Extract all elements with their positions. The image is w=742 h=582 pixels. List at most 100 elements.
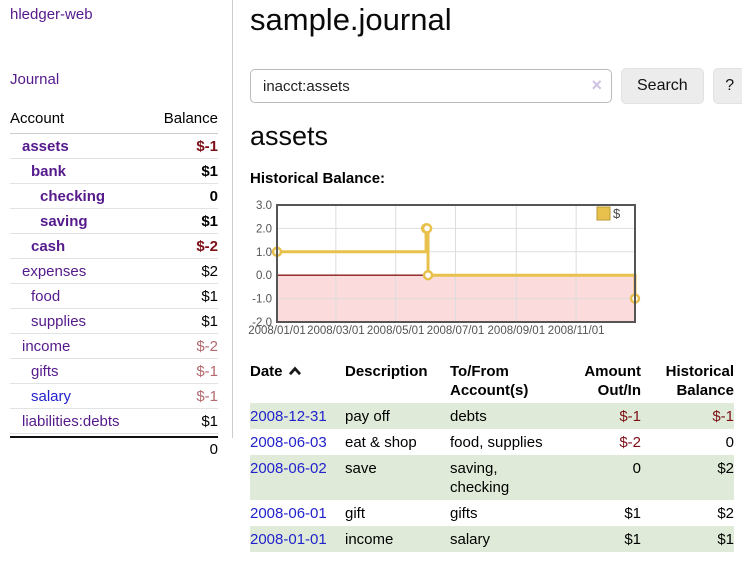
account-rows: assets $-1 bank $1 checking 0 saving $1 cash $-2 e… (10, 134, 218, 434)
page-title: sample.journal (250, 2, 452, 37)
register-date-cell: 2008-06-02 (250, 455, 345, 500)
svg-text:0.0: 0.0 (256, 270, 272, 282)
svg-text:$: $ (613, 206, 621, 221)
svg-text:2008/09/01: 2008/09/01 (488, 325, 546, 337)
register-row: 2008-06-01 gift gifts $1 $2 (250, 500, 734, 526)
register-account-name: food, supplies (450, 433, 543, 451)
search-input[interactable] (261, 76, 585, 96)
transaction-date-link[interactable]: 2008-06-03 (250, 433, 327, 451)
account-balance: $-1 (196, 137, 218, 155)
account-link[interactable]: bank (31, 162, 67, 180)
account-row: expenses $2 (10, 259, 218, 284)
sidebar: hledger-web Journal Account Balance asse… (0, 0, 233, 458)
register-table: Date Description To/From Account(s) Amoun… (250, 360, 734, 552)
svg-text:2.0: 2.0 (256, 223, 272, 235)
clear-search-icon[interactable]: × (591, 75, 602, 95)
account-link[interactable]: income (22, 337, 71, 355)
register-description-cell: eat & shop (345, 433, 417, 451)
svg-text:2008/03/01: 2008/03/01 (307, 325, 365, 337)
register-account-name: checking (450, 478, 510, 496)
svg-text:3.0: 3.0 (256, 200, 272, 212)
register-accounts-cell: debts (450, 403, 577, 429)
account-balance: $1 (201, 312, 218, 330)
search-input-wrap: × (250, 69, 612, 103)
account-link[interactable]: checking (40, 187, 106, 205)
account-balance: $-2 (196, 337, 218, 355)
account-balance: $1 (201, 412, 218, 430)
transaction-date-link[interactable]: 2008-06-02 (250, 459, 327, 477)
register-row: 2008-06-03 eat & shop food, supplies $-2 0 (250, 429, 734, 455)
register-row: 2008-06-02 save saving, checking 0 $2 (250, 455, 734, 500)
register-account-name: saving, (450, 459, 498, 477)
account-link[interactable]: salary (31, 387, 72, 405)
register-account-name: salary (450, 530, 491, 548)
svg-text:2008/05/01: 2008/05/01 (367, 325, 425, 337)
amount-header-label: Out/In (597, 382, 641, 399)
balance-header-label: Balance (676, 382, 734, 399)
register-amount-cell: $1 (577, 526, 641, 552)
register-rows: 2008-12-31 pay off debts $-1 $-1 2008-06-03 ea… (250, 403, 734, 552)
account-link[interactable]: cash (31, 237, 66, 255)
transaction-date-link[interactable]: 2008-12-31 (250, 407, 327, 425)
accounts-table: Account Balance assets $-1 bank $1 checking 0… (10, 106, 218, 461)
register-header-date[interactable]: Date (250, 360, 345, 403)
account-row: income $-2 (10, 334, 218, 359)
account-balance: $2 (201, 262, 218, 280)
register-row: 2008-12-31 pay off debts $-1 $-1 (250, 403, 734, 429)
account-balance: $1 (201, 287, 218, 305)
register-row: 2008-01-01 income salary $1 $1 (250, 526, 734, 552)
account-link[interactable]: expenses (22, 262, 87, 280)
register-balance-cell: $1 (641, 526, 734, 552)
account-row: food $1 (10, 284, 218, 309)
account-link[interactable]: liabilities:debts (22, 412, 120, 430)
date-header-label: Date (250, 363, 283, 380)
register-header-amount: Amount Out/In (577, 360, 641, 403)
chart-label: Historical Balance: (250, 170, 386, 187)
sidebar-item-journal[interactable]: Journal (10, 71, 60, 88)
register-balance-cell: 0 (725, 433, 734, 451)
account-row: bank $1 (10, 159, 218, 184)
account-balance: $-1 (196, 362, 218, 380)
account-column-header: Account (10, 110, 65, 127)
register-balance-cell: $-1 (641, 403, 734, 429)
account-link[interactable]: assets (22, 137, 69, 155)
register-balance-cell: $2 (717, 504, 734, 522)
register-account-name: gifts (450, 504, 478, 522)
search-button[interactable]: Search (621, 68, 704, 104)
search-form: × Search ? (250, 68, 742, 104)
account-row: salary $-1 (10, 384, 218, 409)
help-button[interactable]: ? (712, 68, 742, 104)
transaction-date-link[interactable]: 2008-06-01 (250, 504, 327, 522)
amount-header-label: Amount (584, 363, 641, 380)
account-link[interactable]: food (31, 287, 61, 305)
balance-column-header: Balance (163, 110, 218, 127)
register-amount-cell: 0 (577, 455, 641, 500)
register-amount-cell: $1 (624, 504, 641, 522)
accounts-table-header: Account Balance (10, 106, 218, 134)
register-accounts-cell: gifts (450, 500, 577, 526)
svg-text:2008/07/01: 2008/07/01 (427, 325, 485, 337)
register-balance-cell: $2 (641, 455, 734, 500)
register-accounts-cell: saving, checking (450, 455, 577, 500)
sort-ascending-icon (288, 366, 301, 376)
register-description-cell: income (345, 526, 450, 552)
register-description-cell: save (345, 455, 450, 500)
account-link[interactable]: saving (40, 212, 88, 230)
register-accounts-cell: food, supplies (450, 429, 577, 455)
register-date-cell: 2008-06-03 (250, 429, 345, 455)
account-link[interactable]: supplies (31, 312, 87, 330)
svg-text:-1.0: -1.0 (252, 294, 272, 306)
account-link[interactable]: gifts (31, 362, 59, 380)
register-header-description: Description (345, 360, 450, 403)
svg-text:1.0: 1.0 (256, 247, 272, 259)
account-balance: $1 (201, 212, 218, 230)
accounts-header-label: Account(s) (450, 382, 529, 399)
transaction-date-link[interactable]: 2008-01-01 (250, 530, 327, 548)
accounts-header-label: To/From (450, 363, 509, 380)
svg-text:-2.0: -2.0 (252, 317, 272, 329)
main-content: sample.journal × Search ? assets Histori… (248, 0, 742, 582)
account-balance: $-2 (196, 237, 218, 255)
section-title: assets (250, 121, 329, 151)
register-header-balance: Historical Balance (641, 360, 734, 403)
